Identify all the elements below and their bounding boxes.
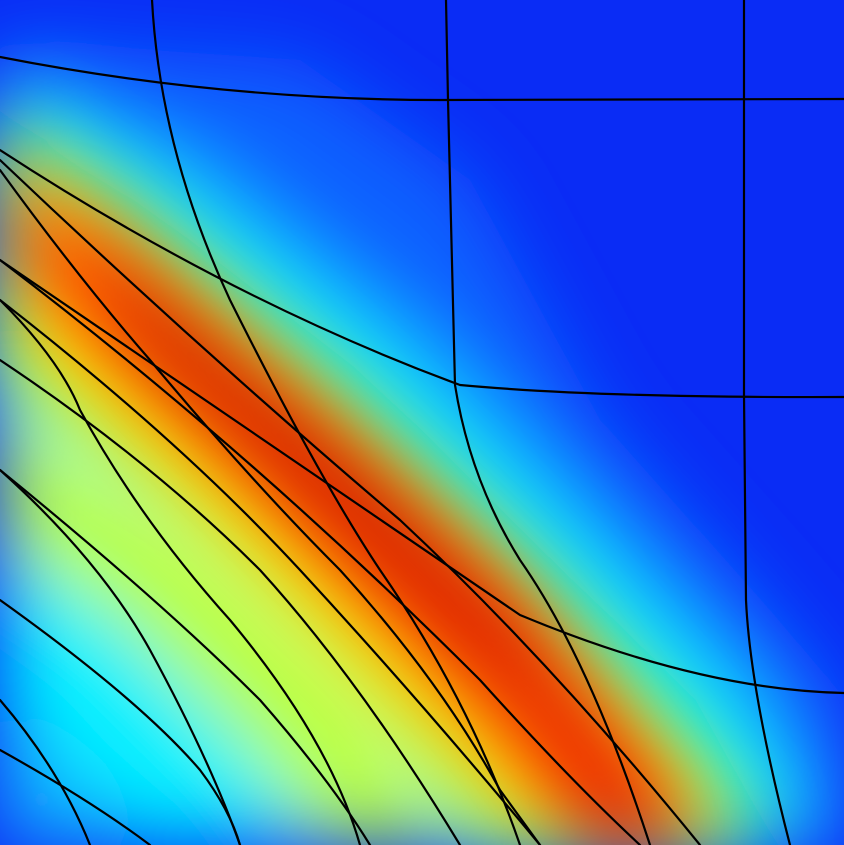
mesh-diagonal-1 (0, 158, 702, 845)
mesh-diagonal-7 (0, 698, 92, 845)
mesh-diagonal-3 (0, 298, 542, 845)
mesh-diagonal-4 (0, 358, 462, 845)
band-light-blue-corner (0, 700, 150, 845)
mesh-diagonal-5 (0, 468, 372, 845)
mesh-curve-middle (0, 148, 844, 399)
mesh-curve-top (0, 55, 844, 102)
mesh-diagonal-2 (0, 258, 642, 845)
mesh-steep-2 (0, 298, 362, 845)
mesh-vertical-3 (742, 0, 792, 845)
band-cyan-lower (0, 540, 320, 845)
mesh-diagonal-8 (0, 748, 152, 845)
mesh-steep-1 (0, 168, 542, 845)
band-dark-red (80, 230, 660, 845)
mesh-steep-3 (0, 468, 242, 845)
mesh-vertical-1 (150, 0, 522, 845)
ridge-core (40, 190, 670, 845)
